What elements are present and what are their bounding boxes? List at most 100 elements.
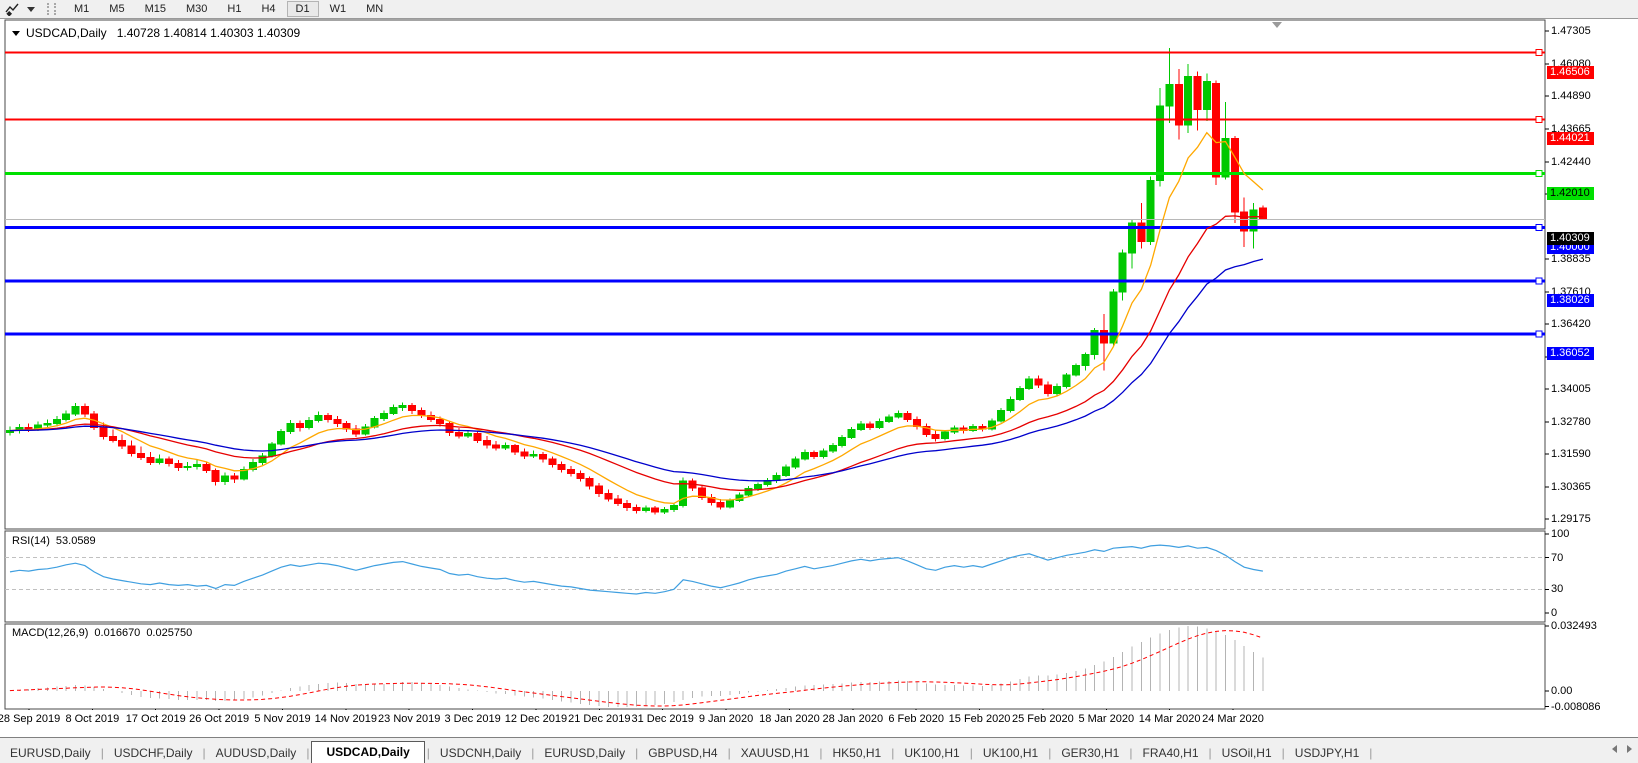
rsi-tick-label: 100 (1551, 528, 1570, 540)
date-tick-label: 28 Jan 2020 (822, 713, 884, 725)
toolbar-grip-icon[interactable] (47, 3, 56, 15)
price-tick-label: 1.47305 (1551, 25, 1591, 37)
timeframe-button-h4[interactable]: H4 (261, 3, 276, 15)
tab-separator: | (306, 746, 310, 760)
chart-tab-ger30-h1[interactable]: GER30,H1 (1061, 746, 1120, 760)
tab-separator: | (727, 746, 731, 760)
date-tick-label: 21 Dec 2019 (568, 713, 631, 725)
timeframe-button-m30[interactable]: M30 (185, 3, 208, 15)
tab-separator: | (531, 746, 535, 760)
price-tick-label: 1.30365 (1551, 480, 1591, 493)
dropdown-caret-icon[interactable] (27, 6, 35, 12)
date-tick-label: 14 Nov 2019 (314, 713, 378, 725)
date-tick-label: 15 Feb 2020 (948, 713, 1011, 725)
date-tick-label: 25 Feb 2020 (1012, 713, 1074, 725)
chart-shift-marker-icon[interactable] (1272, 22, 1282, 28)
date-tick-label: 14 Mar 2020 (1138, 713, 1201, 725)
timeframe-button-d1[interactable]: D1 (286, 1, 319, 17)
macd-tick-label: 0.00 (1551, 685, 1573, 697)
chart-tab-usdjpy-h1[interactable]: USDJPY,H1 (1294, 746, 1360, 760)
price-tick-label: 1.38835 (1551, 252, 1591, 265)
date-tick-label: 12 Dec 2019 (504, 713, 568, 725)
tab-separator: | (891, 746, 895, 760)
tab-separator: | (426, 746, 430, 760)
date-tick-label: 6 Feb 2020 (888, 713, 944, 725)
macd-tick-label: 0.032493 (1551, 620, 1597, 632)
date-tick-label: 17 Oct 2019 (125, 713, 186, 725)
chart-cursor-icon[interactable] (3, 2, 23, 16)
date-tick-label: 18 Jan 2020 (759, 713, 820, 725)
chart-tab-uk100-h1[interactable]: UK100,H1 (904, 746, 960, 760)
price-badge: 1.40309 (1547, 232, 1594, 246)
price-tick-label: 1.46080 (1551, 57, 1591, 70)
price-badge: 1.36052 (1547, 346, 1594, 360)
timeframe-toolbar: M1 M5 M15 M30 H1 H4 D1 W1 MN (0, 0, 1638, 19)
date-tick-label: 3 Dec 2019 (444, 713, 501, 725)
price-badge: 1.42010 (1547, 186, 1594, 200)
price-tick-label: 1.36420 (1551, 317, 1591, 330)
date-tick-label: 28 Sep 2019 (0, 713, 61, 725)
timeframe-button-m1[interactable]: M1 (74, 3, 90, 15)
chart-tab-bar: EURUSD,Daily | USDCHF,Daily | AUDUSD,Daily | U… (0, 737, 1638, 763)
tab-separator: | (1369, 746, 1373, 760)
timeframe-button-m5[interactable]: M5 (109, 3, 125, 15)
macd-name: MACD(12,26,9) (12, 627, 89, 639)
chart-tab-fra40-h1[interactable]: FRA40,H1 (1142, 746, 1199, 760)
tab-separator: | (635, 746, 639, 760)
chart-tab-usdcad-daily[interactable]: USDCAD,Daily (311, 741, 425, 763)
tab-separator: | (100, 746, 104, 760)
timeframe-button-h1[interactable]: H1 (227, 3, 242, 15)
price-tick-label: 1.32780 (1551, 415, 1591, 428)
price-tick-label: 1.31590 (1551, 448, 1591, 460)
tab-separator: | (1129, 746, 1133, 760)
timeframe-button-mn[interactable]: MN (366, 3, 384, 15)
date-tick-label: 26 Oct 2019 (189, 713, 250, 725)
chart-tab-hk50-h1[interactable]: HK50,H1 (832, 746, 882, 760)
price-tick-label: 1.42440 (1551, 155, 1591, 168)
tab-separator: | (1281, 746, 1285, 760)
chart-tab-uk100-h1[interactable]: UK100,H1 (982, 746, 1039, 760)
chart-tab-xauusd-h1[interactable]: XAUUSD,H1 (740, 746, 810, 760)
timeframe-button-w1[interactable]: W1 (329, 3, 347, 15)
price-tick-label: 1.34005 (1551, 382, 1591, 395)
chart-menu-triangle-icon (12, 30, 20, 36)
rsi-tick-label: 0 (1551, 607, 1558, 619)
date-tick-label: 5 Nov 2019 (254, 713, 311, 725)
tab-scroll-right-icon[interactable] (1627, 745, 1632, 753)
price-tick-label: 1.43665 (1551, 122, 1591, 135)
rsi-tick-label: 30 (1551, 583, 1564, 596)
price-badge: 1.44021 (1547, 132, 1594, 146)
tab-separator: | (1048, 746, 1052, 760)
date-tick-label: 8 Oct 2019 (65, 713, 120, 725)
macd-main-value: 0.016670 (94, 627, 141, 639)
rsi-pane-label: RSI(14) 53.0589 (12, 535, 102, 547)
chart-title: USDCAD,Daily 1.40728 1.40814 1.40303 1.4… (12, 26, 300, 40)
chart-tab-eurusd-daily[interactable]: EURUSD,Daily (544, 746, 626, 760)
chart-tab-usdcnh-daily[interactable]: USDCNH,Daily (439, 746, 522, 760)
macd-tick-label: -0.008086 (1551, 700, 1601, 713)
macd-signal-value: 0.025750 (146, 627, 193, 639)
chart-tab-usoil-h1[interactable]: USOil,H1 (1221, 746, 1272, 760)
timeframe-buttons: M1 M5 M15 M30 H1 H4 D1 W1 MN (64, 1, 393, 17)
chart-canvas[interactable] (0, 19, 1638, 710)
date-tick-label: 9 Jan 2020 (698, 713, 754, 725)
price-badge: 1.38026 (1547, 293, 1594, 307)
price-badge: 1.46506 (1547, 65, 1594, 79)
rsi-name: RSI(14) (12, 535, 50, 547)
chart-window[interactable]: USDCAD,Daily 1.40728 1.40814 1.40303 1.4… (0, 19, 1638, 725)
timeframe-button-m15[interactable]: M15 (144, 3, 166, 15)
tab-separator: | (202, 746, 206, 760)
tab-separator: | (969, 746, 973, 760)
tab-separator: | (1208, 746, 1212, 760)
chart-tab-audusd-daily[interactable]: AUDUSD,Daily (215, 746, 297, 760)
ohlc-values: 1.40728 1.40814 1.40303 1.40309 (116, 26, 301, 40)
date-tick-label: 31 Dec 2019 (631, 713, 694, 725)
chart-tab-gbpusd-h4[interactable]: GBPUSD,H4 (648, 746, 718, 760)
chart-tab-eurusd-daily[interactable]: EURUSD,Daily (10, 746, 91, 760)
chart-tab-usdchf-daily[interactable]: USDCHF,Daily (113, 746, 193, 760)
tab-scroll-left-icon[interactable] (1612, 745, 1617, 753)
date-tick-label: 24 Mar 2020 (1202, 713, 1264, 725)
rsi-value: 53.0589 (55, 535, 96, 547)
date-tick-label: 5 Mar 2020 (1078, 713, 1135, 725)
